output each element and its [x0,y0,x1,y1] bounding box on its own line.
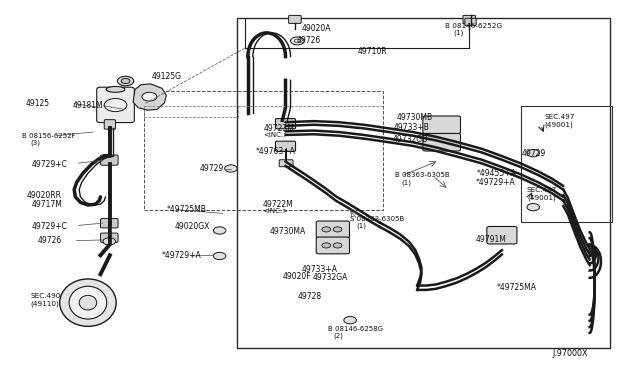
Text: B 08146-6258G: B 08146-6258G [328,326,383,332]
Text: (49110): (49110) [30,300,59,307]
Text: 49125: 49125 [25,99,49,108]
FancyBboxPatch shape [100,233,118,243]
FancyBboxPatch shape [316,221,349,238]
Circle shape [344,317,356,324]
FancyBboxPatch shape [279,160,293,167]
Text: 49729: 49729 [522,149,546,158]
Ellipse shape [60,279,116,326]
Text: 49722M: 49722M [262,200,293,209]
Text: B 08156-6252F: B 08156-6252F [22,133,76,139]
Text: 49717M: 49717M [31,200,62,209]
Text: 49125G: 49125G [152,72,182,81]
Circle shape [121,78,130,84]
Text: 49729+C: 49729+C [31,222,67,231]
Text: 49730MB: 49730MB [397,113,433,122]
Text: (49001): (49001) [545,122,573,128]
Circle shape [103,238,116,245]
Text: *49729+A: *49729+A [162,251,202,260]
Text: 49723M: 49723M [264,124,294,133]
FancyBboxPatch shape [465,18,476,26]
FancyBboxPatch shape [100,218,118,228]
Text: SEC.497: SEC.497 [545,115,575,121]
Ellipse shape [106,86,125,92]
Text: 49020GX: 49020GX [175,222,210,231]
Bar [521,106,612,222]
FancyBboxPatch shape [316,237,349,254]
Ellipse shape [69,286,107,319]
Bar [145,91,383,210]
Text: 49020F: 49020F [282,272,311,281]
Circle shape [527,203,540,211]
Text: 49733+A: 49733+A [301,264,337,274]
Text: 49729: 49729 [200,164,224,173]
FancyBboxPatch shape [100,155,118,165]
Text: 49791M: 49791M [476,235,506,244]
FancyBboxPatch shape [463,15,476,23]
FancyBboxPatch shape [423,134,461,151]
Text: SEC.497: SEC.497 [527,187,557,193]
Circle shape [213,227,226,234]
Text: 49728: 49728 [298,292,322,301]
FancyBboxPatch shape [275,119,296,129]
Bar [237,18,610,348]
Text: 49726: 49726 [296,36,321,45]
Text: B 08363-6305B: B 08363-6305B [396,172,450,178]
Text: 49730MA: 49730MA [270,227,306,236]
FancyBboxPatch shape [97,87,134,122]
Text: 49729+C: 49729+C [31,160,67,169]
Text: B 08146-6252G: B 08146-6252G [445,23,502,29]
Text: *49455+A: *49455+A [477,169,516,178]
Text: J.97000X: J.97000X [552,349,588,358]
Text: 49181M: 49181M [72,101,103,110]
FancyBboxPatch shape [423,116,461,134]
Text: (1): (1) [401,179,412,186]
Text: *49763+A: *49763+A [256,147,296,156]
Circle shape [333,227,342,232]
Text: 49732GA: 49732GA [312,273,348,282]
Text: S 08363-6305B: S 08363-6305B [350,216,404,222]
Ellipse shape [79,295,97,310]
Text: (1): (1) [356,223,366,230]
Circle shape [291,37,305,45]
Text: *49725MA: *49725MA [497,283,537,292]
Text: *49725MB: *49725MB [166,205,206,214]
Text: 49733+B: 49733+B [394,123,430,132]
Circle shape [527,150,540,157]
Circle shape [294,39,301,43]
Text: 49726: 49726 [38,236,62,245]
FancyBboxPatch shape [275,141,296,151]
Circle shape [117,76,134,86]
Circle shape [322,227,331,232]
Text: 49020RR: 49020RR [27,190,62,200]
Polygon shape [133,84,166,110]
Text: (3): (3) [30,140,40,146]
Circle shape [333,243,342,248]
Text: (49001): (49001) [527,195,556,201]
Circle shape [322,243,331,248]
Text: <INC.>: <INC.> [262,208,288,214]
Text: (2): (2) [334,333,344,339]
Circle shape [213,252,226,260]
Text: (1): (1) [453,30,463,36]
Text: 49020A: 49020A [301,24,331,33]
Text: *49729+A: *49729+A [476,178,515,187]
Circle shape [142,92,157,101]
FancyBboxPatch shape [487,227,517,244]
Circle shape [104,99,127,112]
Text: 49710R: 49710R [358,46,387,55]
Circle shape [225,165,237,172]
FancyBboxPatch shape [104,120,116,129]
FancyBboxPatch shape [289,15,301,23]
Text: SEC.490: SEC.490 [30,293,61,299]
Text: <INC.>: <INC.> [264,132,289,138]
Text: 49732GB: 49732GB [392,135,428,144]
